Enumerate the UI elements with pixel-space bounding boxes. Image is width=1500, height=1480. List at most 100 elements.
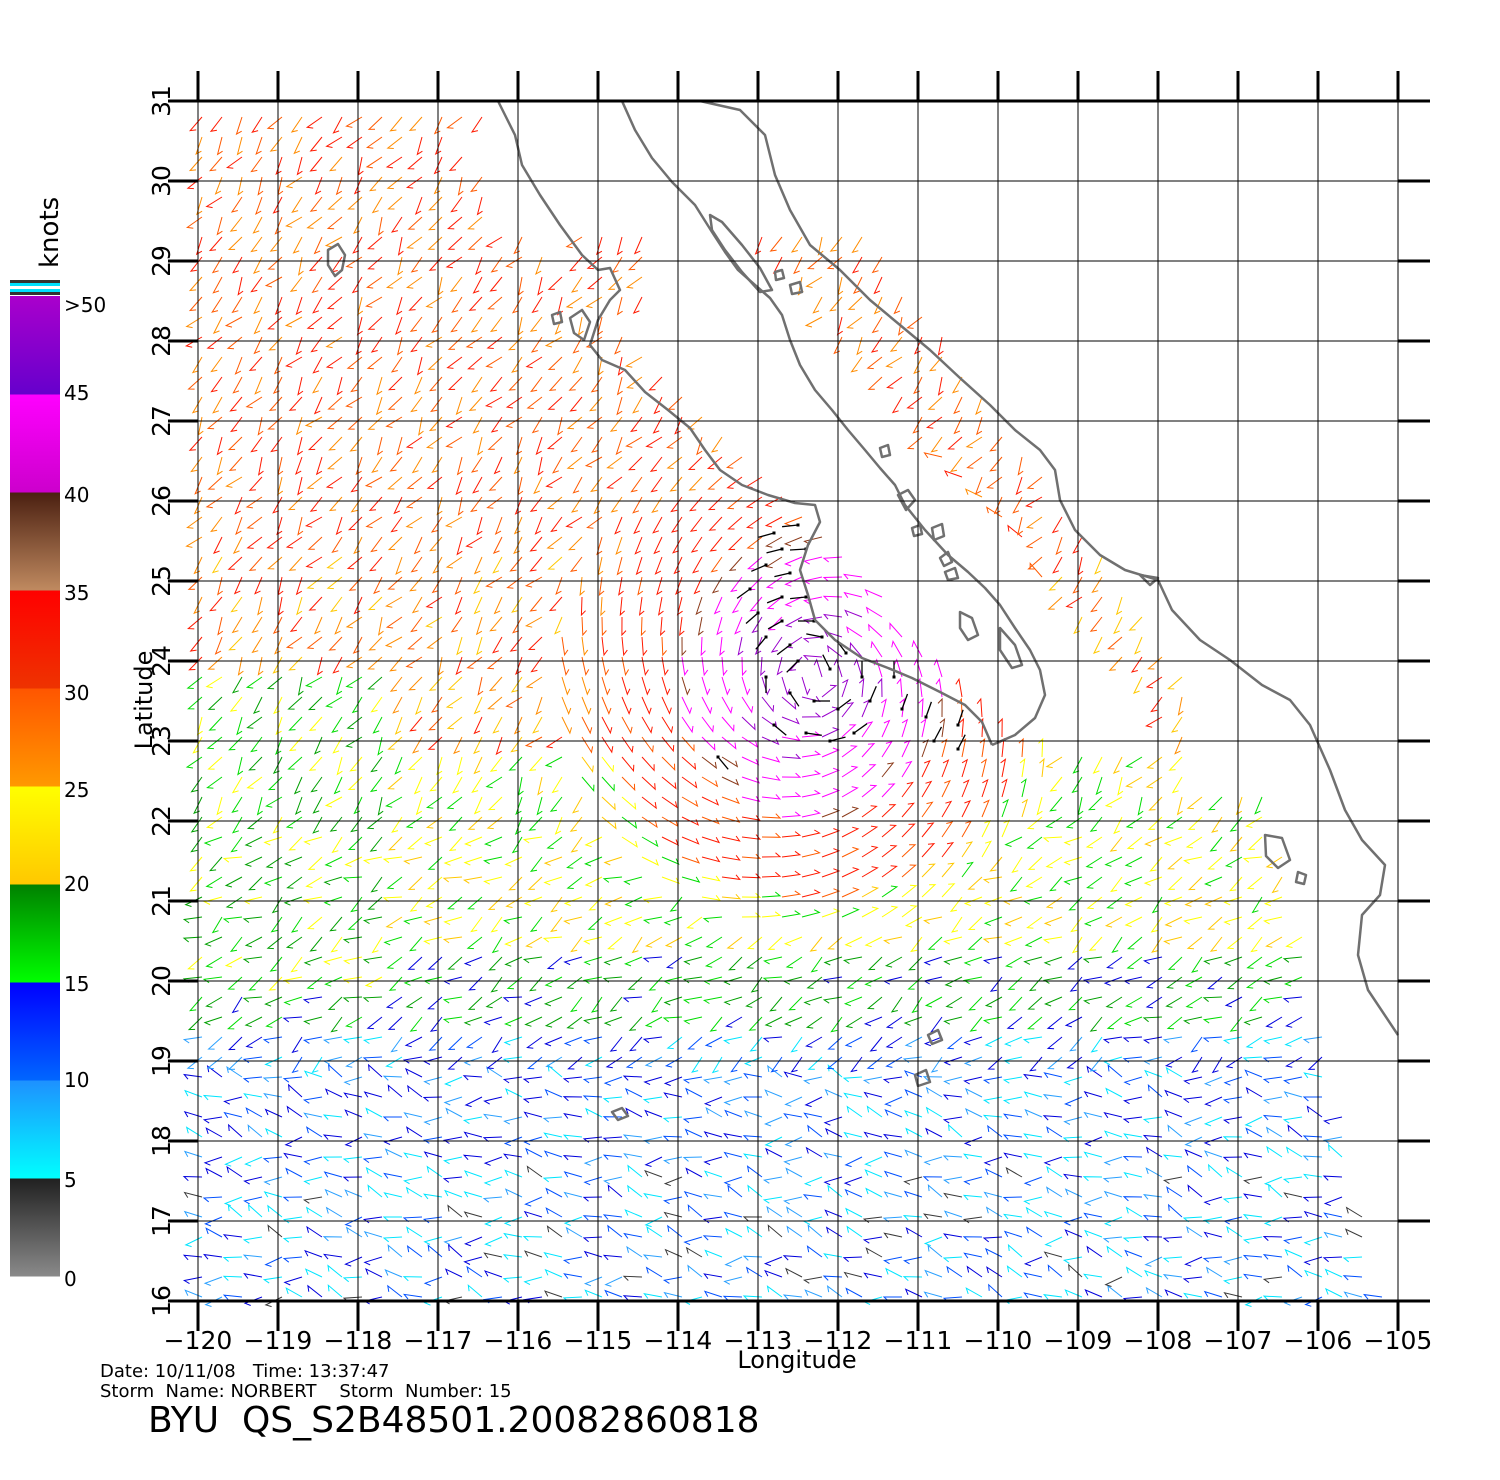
wind-vector [1245,1036,1263,1049]
wind-vector [681,676,691,696]
wind-vector [1051,516,1063,534]
wind-vector [186,676,203,689]
wind-vector [1063,856,1083,866]
wind-vector [343,1092,363,1099]
wind-vector [345,136,363,149]
wind-vector [962,1153,983,1160]
y-axis-label: Latitude [130,651,158,750]
wind-vector [363,1230,383,1238]
wind-vector [632,496,643,514]
wind-vector [967,916,983,931]
wind-vector [328,436,343,451]
wind-vector [1303,1210,1323,1218]
wind-vector [1222,1036,1243,1045]
wind-vector [935,677,943,698]
wind-vector [423,1151,443,1158]
wind-vector [510,736,523,753]
wind-vector [289,616,303,633]
wind-vector [803,596,823,605]
wind-vector [616,296,623,316]
wind-vector [721,756,739,768]
wind-vector [621,816,638,829]
wind-vector [205,1127,223,1138]
wind-vector [189,876,203,892]
wind-vector [207,696,223,710]
wind-vector [282,1236,303,1243]
wind-vector [423,836,443,847]
wind-vector [456,636,463,656]
wind-vector [631,936,643,954]
wind-vector [1302,1135,1323,1141]
wind-vector [864,1169,883,1178]
wind-vector [784,556,803,567]
wind-vector [1283,1192,1303,1199]
wind-vector [965,436,983,449]
wind-vector [666,436,683,449]
wind-vector [1002,1076,1023,1084]
wind-vector [584,1056,603,1068]
wind-vector [1164,916,1183,928]
wind-vector [721,736,737,750]
wind-vector [202,1116,223,1124]
wind-vector [1143,876,1163,886]
wind-vector [227,1123,243,1138]
coastline-segment [699,99,1400,1036]
wind-vector [1322,1136,1343,1144]
wind-vector [1021,798,1029,818]
wind-vector [1263,916,1283,925]
wind-vector [781,676,791,696]
wind-vector [287,1083,303,1098]
wind-vector [291,196,303,214]
wind-vector [387,376,403,391]
wind-vector [282,1216,303,1224]
wind-vector [702,1076,723,1084]
wind-vector [682,976,703,984]
wind-vector [323,896,343,906]
wind-vector [288,716,303,731]
wind-vector [1003,1056,1023,1065]
wind-vector [370,336,383,353]
wind-vector [543,856,563,866]
wind-vector [783,936,803,947]
wind-vector [306,576,323,589]
wind-vector [723,1036,743,1045]
wind-vector [1036,796,1043,816]
wind-vector [530,336,543,353]
wind-vector [784,596,803,607]
wind-vector [731,596,743,614]
wind-vector [1164,1109,1183,1118]
lon-tick-label: −115 [564,1326,633,1355]
coastline-segment [1263,833,1292,870]
wind-vector [1023,1176,1043,1186]
wind-vector [183,1150,203,1158]
wind-vector [566,876,583,889]
wind-vector [632,296,643,314]
wind-vector [244,1156,263,1167]
wind-vector [761,891,782,898]
lat-tick-label: 17 [147,1205,176,1237]
wind-vector [803,996,823,1006]
wind-vector [601,656,610,676]
wind-vector [701,736,716,751]
wind-vector [425,616,443,628]
wind-vector [904,1089,923,1098]
wind-vector [851,256,863,274]
wind-vector [1012,496,1023,514]
wind-vector [408,936,423,952]
wind-vector [1176,796,1183,816]
wind-vector [621,676,631,696]
wind-vector [1002,1096,1023,1105]
wind-vector [463,1191,483,1198]
wind-vector [544,1016,563,1028]
wind-vector [473,716,483,735]
wind-vector [1262,1114,1283,1121]
wind-vector [450,316,463,333]
wind-vector [805,276,823,288]
wind-vector [823,1152,843,1159]
wind-vector [357,156,364,176]
wind-vector [427,216,443,231]
longitude-tick-labels: −120 −119 −118 −117 −116 −115 −114 −113 −112 −111… [164,1326,1433,1355]
wind-vector [862,1216,883,1224]
wind-vector [597,556,604,576]
